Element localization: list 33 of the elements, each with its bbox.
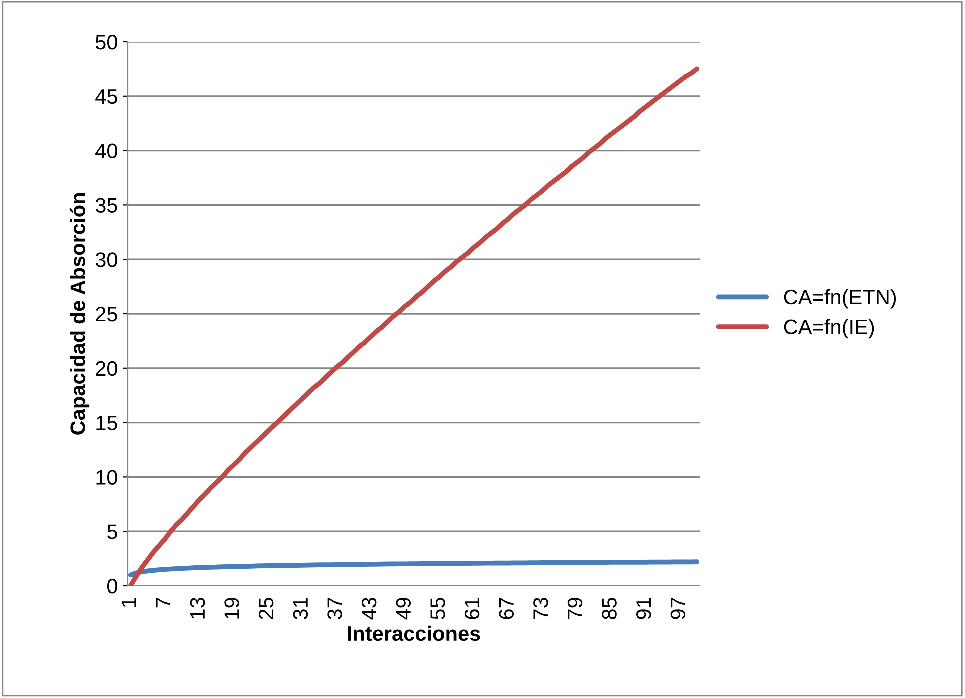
x-tick-label: 25 [258, 598, 274, 620]
y-tick-label: 5 [108, 524, 118, 540]
y-tick-label: 45 [96, 90, 118, 104]
legend-label: CA=fn(ETN) [784, 289, 896, 309]
y-tick-label: 30 [96, 252, 118, 268]
x-tick-label: 7 [156, 598, 171, 608]
x-tick-label: 13 [190, 598, 206, 619]
x-tick-label: 49 [396, 598, 412, 620]
x-tick-label: 19 [224, 598, 240, 619]
y-tick-label: 0 [108, 579, 118, 594]
x-tick-label: 97 [670, 598, 686, 620]
x-tick-label: 73 [534, 598, 548, 620]
x-tick-label: 79 [568, 598, 583, 620]
y-tick-label: 40 [96, 144, 118, 159]
x-tick-label: 31 [293, 598, 308, 620]
line-series [128, 560, 700, 578]
y-tick-label: 20 [96, 361, 118, 376]
x-tick-label: 91 [636, 598, 652, 620]
x-axis-title: Interacciones [348, 626, 480, 642]
y-tick-label: 50 [96, 35, 118, 50]
y-tick-label: 25 [96, 307, 118, 322]
x-tick-label: 55 [430, 598, 446, 620]
y-axis-title: Capacidad de Absorción [70, 194, 90, 435]
y-tick-label: 15 [96, 416, 118, 431]
x-tick-label: 85 [602, 598, 617, 620]
x-tick-label: 67 [499, 598, 514, 620]
y-tick-label: 10 [96, 470, 118, 485]
x-tick-label: 1 [122, 598, 136, 608]
legend-label: CA=fn(IE) [784, 319, 874, 339]
x-tick-label: 37 [328, 598, 342, 620]
y-tick-label: 35 [96, 198, 118, 213]
x-tick-label: 61 [464, 598, 480, 620]
x-tick-label: 43 [362, 598, 377, 620]
